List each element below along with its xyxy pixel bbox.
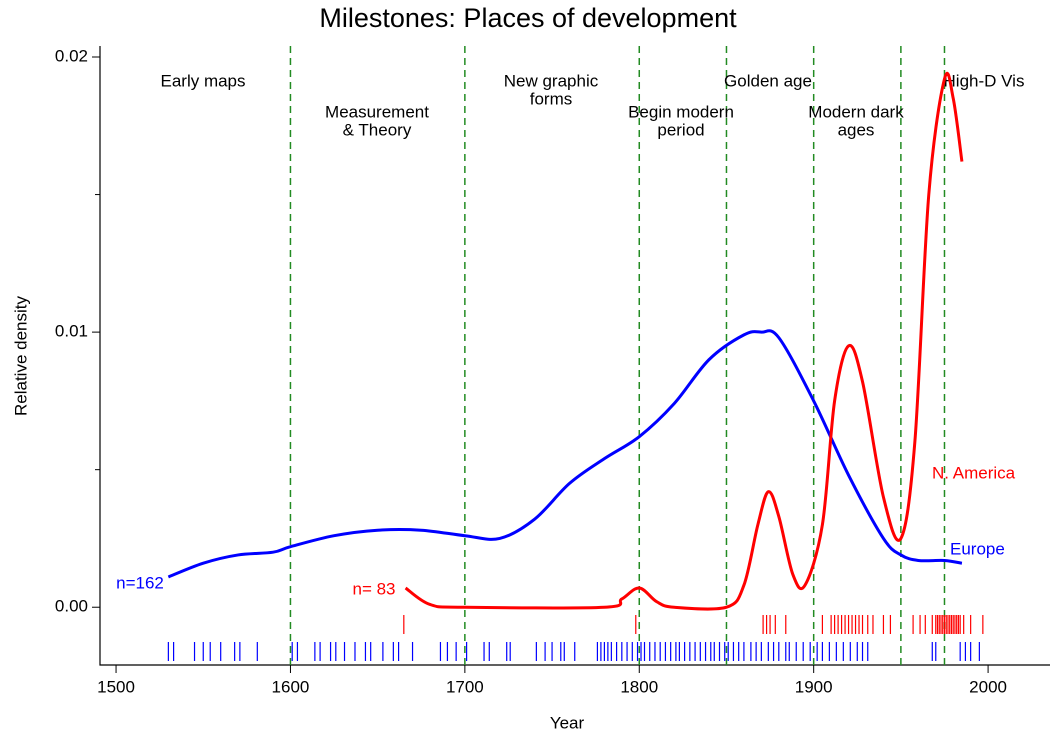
y-tick-label: 0.01 [55, 322, 88, 341]
period-label: Measurement [325, 102, 429, 121]
density-line [404, 71, 964, 611]
series-label: Europe [950, 539, 1005, 558]
series-label: N. America [932, 463, 1016, 482]
period-label: Early maps [160, 71, 245, 90]
y-axis-label: Relative density [11, 296, 30, 417]
y-tick-label: 0.00 [55, 597, 88, 616]
period-label: Modern dark [808, 102, 904, 121]
axes [99, 46, 1050, 666]
period-label: Golden age [724, 71, 812, 90]
period-label: ages [838, 120, 875, 139]
x-axis-label: Year [550, 713, 585, 732]
count-label: n= 83 [352, 579, 395, 598]
period-label: forms [530, 89, 573, 108]
x-tick-label: 1800 [620, 677, 658, 696]
period-label: & Theory [343, 120, 412, 139]
count-label: n=162 [116, 573, 164, 592]
x-tick-label: 1900 [795, 677, 833, 696]
period-label: High-D Vis [944, 71, 1025, 90]
x-tick-label: 1700 [446, 677, 484, 696]
period-label: Begin modern [628, 102, 734, 121]
x-tick-label: 1500 [97, 677, 135, 696]
x-tick-label: 2000 [969, 677, 1007, 696]
x-tick-label: 1600 [272, 677, 310, 696]
density-line [167, 329, 963, 579]
chart-title: Milestones: Places of development [319, 3, 737, 33]
period-label: period [657, 120, 704, 139]
y-tick-label: 0.02 [55, 46, 88, 65]
period-label: New graphic [504, 71, 599, 90]
